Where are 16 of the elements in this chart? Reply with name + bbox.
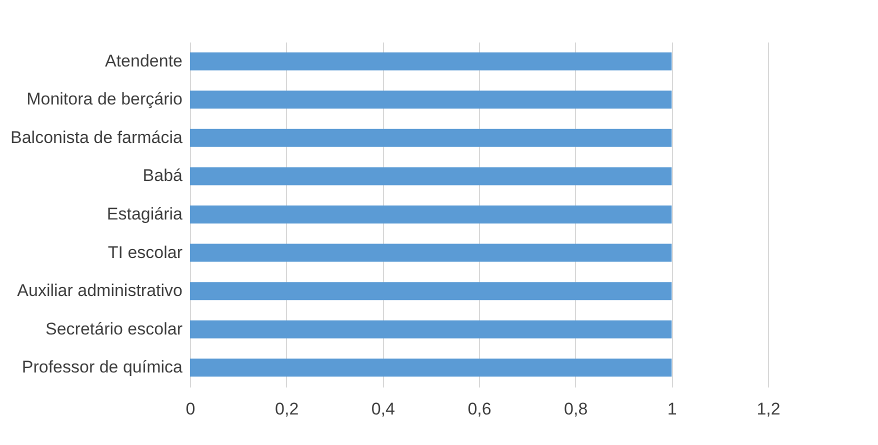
x-tick-label: 0,2 (275, 400, 299, 418)
y-tick-label: Secretário escolar (45, 319, 183, 338)
x-tick-label: 0,6 (468, 400, 492, 418)
y-tick-label: Monitora de berçário (26, 90, 182, 109)
y-tick-label: Professor de química (22, 358, 184, 377)
y-tick-label: Atendente (104, 51, 182, 70)
x-tick-label: 1 (667, 400, 677, 418)
x-tick-label: 1,2 (756, 400, 780, 418)
y-tick-label: Balconista de farmácia (10, 128, 184, 147)
x-tick-label: 0 (186, 400, 196, 418)
y-tick-label: Auxiliar administrativo (17, 281, 182, 300)
y-tick-label: Estagiária (106, 204, 184, 224)
x-tick-label: 0,4 (371, 400, 395, 418)
y-tick-label: TI escolar (108, 242, 183, 262)
x-tick-label: 0,8 (564, 400, 588, 418)
y-tick-label: Babá (142, 166, 184, 186)
